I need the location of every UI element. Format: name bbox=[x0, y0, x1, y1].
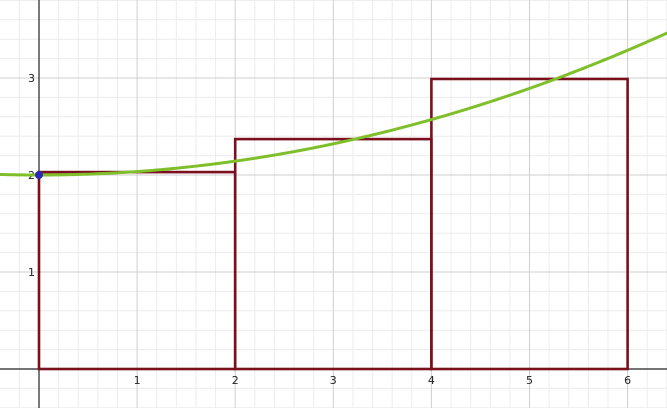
x-tick-label: 6 bbox=[624, 374, 631, 387]
x-tick-label: 3 bbox=[330, 374, 337, 387]
marked-point[interactable] bbox=[35, 171, 43, 179]
x-tick-label: 4 bbox=[428, 374, 435, 387]
marked-point-group bbox=[35, 171, 43, 179]
y-tick-label: 3 bbox=[28, 72, 35, 85]
x-tick-label: 5 bbox=[526, 374, 533, 387]
function-curve bbox=[0, 31, 667, 177]
riemann-rectangle-3 bbox=[430, 77, 629, 371]
x-tick-label: 2 bbox=[232, 374, 239, 387]
function-curve-group bbox=[0, 31, 667, 177]
y-tick-label: 1 bbox=[28, 266, 35, 279]
x-tick-label: 1 bbox=[134, 374, 141, 387]
